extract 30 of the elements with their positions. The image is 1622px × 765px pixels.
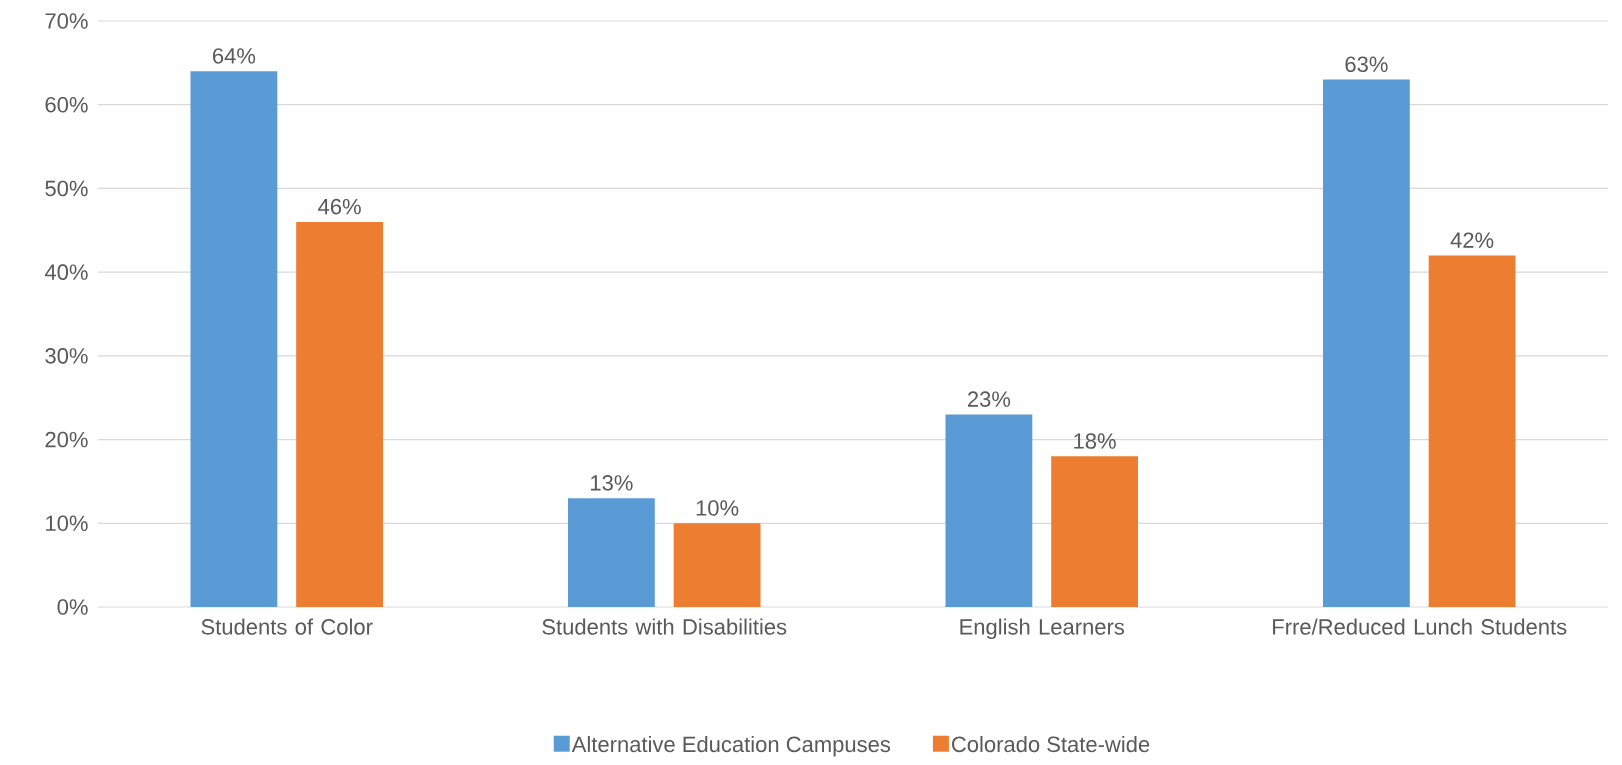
legend-label: Colorado State-wide bbox=[952, 736, 1150, 753]
y-tick-label: 0% bbox=[57, 599, 88, 615]
y-tick-label: 50% bbox=[45, 180, 88, 197]
x-tick-label: Students with Disabilities bbox=[542, 618, 787, 635]
data-label: 42% bbox=[1450, 232, 1494, 248]
data-label: 63% bbox=[1345, 56, 1388, 73]
y-tick-label: 70% bbox=[45, 13, 88, 29]
bar bbox=[190, 71, 278, 607]
data-label: 23% bbox=[967, 391, 1011, 407]
data-label: 64% bbox=[213, 48, 256, 64]
x-tick-label: Frre/Reduced Lunch Students bbox=[1273, 618, 1567, 635]
bar bbox=[945, 414, 1033, 607]
bar bbox=[567, 498, 655, 607]
data-label: 10% bbox=[696, 500, 739, 516]
data-label: 18% bbox=[1074, 433, 1116, 449]
x-tick-label: Students of Color bbox=[201, 618, 373, 635]
data-label: 13% bbox=[591, 475, 633, 491]
y-tick-label: 30% bbox=[45, 348, 88, 364]
y-tick-label: 20% bbox=[45, 431, 88, 448]
bar bbox=[673, 523, 761, 607]
bar bbox=[1428, 255, 1516, 607]
data-label: 46% bbox=[318, 198, 361, 215]
legend-label: Alternative Education Campuses bbox=[571, 736, 891, 757]
x-tick-label: English Learners bbox=[960, 618, 1125, 640]
bar bbox=[296, 221, 384, 607]
y-tick-label: 10% bbox=[46, 515, 88, 532]
bar bbox=[1051, 456, 1138, 607]
y-tick-label: 40% bbox=[44, 264, 88, 280]
y-tick-label: 60% bbox=[45, 96, 88, 113]
bar bbox=[1322, 79, 1410, 607]
